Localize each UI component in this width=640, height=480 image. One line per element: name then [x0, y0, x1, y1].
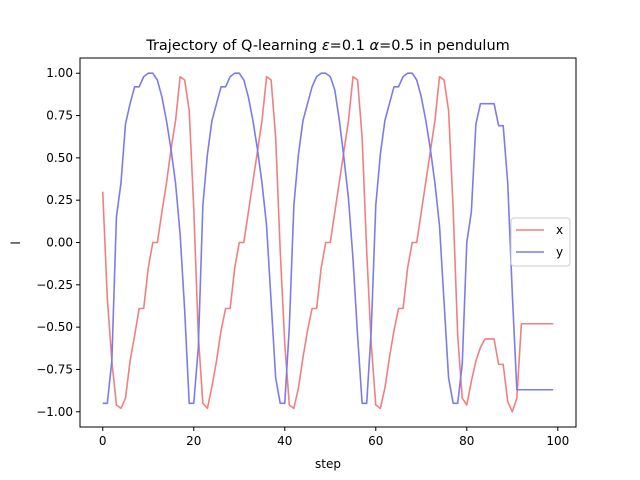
y-tick-label: 0.25 [46, 193, 73, 207]
y-tick-label: −0.50 [36, 320, 73, 334]
y-axis-label: l [9, 241, 23, 244]
legend-label-y: y [556, 245, 563, 259]
series-line-x [101, 75, 554, 413]
x-tick-label: 0 [99, 434, 107, 448]
x-tick-label: 80 [459, 434, 474, 448]
y-tick-label: 0.75 [46, 109, 73, 123]
chart-title: Trajectory of Q-learning ε=0.1 α=0.5 in … [145, 38, 510, 54]
series-line-y [102, 72, 554, 405]
y-axis-ticks: 1.00 0.75 0.50 0.25 0.00 −0.25 −0.50 −0.75 −1.00 [36, 66, 80, 419]
legend-label-x: x [556, 223, 563, 237]
x-tick-label: 20 [186, 434, 201, 448]
x-axis-ticks: 0 20 40 60 80 100 [99, 427, 569, 448]
x-tick-label: 40 [277, 434, 292, 448]
x-axis-label: step [315, 457, 341, 471]
plot-area [101, 72, 554, 413]
y-tick-label: −1.00 [36, 405, 73, 419]
y-tick-label: 0.50 [46, 151, 73, 165]
x-tick-label: 100 [546, 434, 569, 448]
y-tick-label: −0.25 [36, 278, 73, 292]
legend: xy [510, 217, 571, 267]
y-tick-label: 1.00 [46, 66, 73, 80]
y-tick-label: 0.00 [46, 236, 73, 250]
x-tick-label: 60 [368, 434, 383, 448]
y-tick-label: −0.75 [36, 362, 73, 376]
